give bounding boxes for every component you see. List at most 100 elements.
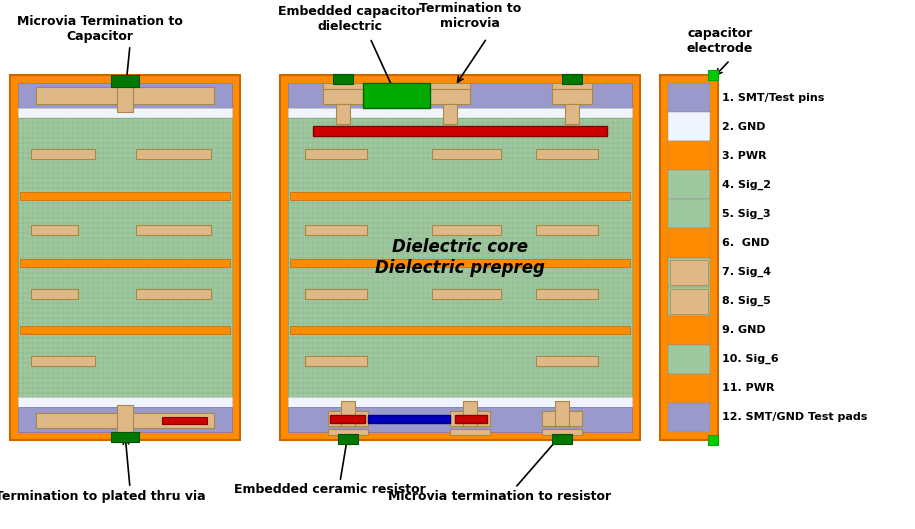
Bar [455,415,487,423]
Bar [162,417,207,424]
Bar [668,345,710,374]
Bar [288,397,632,407]
Bar [111,432,139,442]
Text: 8. Sig_5: 8. Sig_5 [722,296,770,306]
Bar [31,225,78,234]
Bar [323,83,363,89]
Bar [660,75,718,440]
Text: 12. SMT/GND Test pads: 12. SMT/GND Test pads [722,413,867,423]
Text: 11. PWR: 11. PWR [722,384,774,394]
Text: 9. GND: 9. GND [722,325,766,335]
Bar [363,83,430,108]
Bar [31,289,78,299]
Bar [18,407,232,432]
Text: 4. Sig_2: 4. Sig_2 [722,180,771,190]
Bar [117,87,133,112]
Bar [18,108,232,118]
Bar [20,259,230,267]
Bar [668,316,710,345]
Bar [20,326,230,334]
Bar [36,87,214,104]
Bar [562,74,582,84]
Bar [18,118,232,397]
Bar [288,108,632,118]
Bar [535,149,597,159]
Bar [433,289,501,299]
Bar [338,434,358,444]
Bar [135,149,210,159]
Bar [668,403,710,432]
Bar [290,259,630,267]
Bar [18,397,232,407]
Text: Microvia termination to resistor: Microvia termination to resistor [389,490,611,503]
Bar [333,74,353,84]
Bar [552,87,592,104]
Bar [670,260,708,285]
Bar [430,87,470,104]
Bar [336,104,350,124]
Text: 5. Sig_3: 5. Sig_3 [722,209,770,219]
Bar [433,225,501,234]
Bar [111,75,139,87]
Bar [280,75,640,440]
Bar [430,83,470,89]
Text: 7. Sig_4: 7. Sig_4 [722,267,771,277]
Bar [328,429,368,435]
Bar [288,83,632,108]
Bar [708,435,718,445]
Bar [323,87,363,104]
Bar [535,225,597,234]
Bar [668,258,710,287]
Bar [306,355,367,366]
Bar [306,289,367,299]
Bar [117,405,133,432]
Bar [288,118,632,397]
Text: Microvia Termination to
Capacitor: Microvia Termination to Capacitor [17,15,183,43]
Bar [433,149,501,159]
Text: Dielectric core
Dielectric prepreg: Dielectric core Dielectric prepreg [375,238,545,277]
Bar [135,289,210,299]
Bar [552,83,592,89]
Bar [135,225,210,234]
Bar [668,141,710,170]
Bar [535,355,597,366]
Text: 6.  GND: 6. GND [722,238,770,248]
Bar [330,415,365,423]
Bar [290,326,630,334]
Bar [535,289,597,299]
Text: Embedded ceramic resistor: Embedded ceramic resistor [234,483,425,496]
Bar [668,374,710,403]
Bar [552,434,572,444]
Text: Embedded capacitor
dielectric: Embedded capacitor dielectric [278,5,422,33]
Bar [31,355,95,366]
Bar [542,411,582,426]
Bar [36,413,214,428]
Bar [555,401,569,426]
Bar [668,229,710,258]
Text: capacitor
electrode: capacitor electrode [687,27,753,55]
Bar [306,225,367,234]
Bar [542,429,582,435]
Bar [328,411,368,426]
Bar [450,411,490,426]
Text: Termination to plated thru via: Termination to plated thru via [0,490,205,503]
Bar [368,415,450,423]
Bar [463,401,477,426]
Bar [565,104,579,124]
Bar [668,199,710,229]
Bar [668,287,710,316]
Bar [306,149,367,159]
Bar [313,126,607,136]
Bar [670,289,708,314]
Bar [31,149,95,159]
Bar [341,401,355,426]
Bar [708,70,718,80]
Bar [288,407,632,432]
Bar [450,429,490,435]
Bar [443,104,457,124]
Bar [668,112,710,141]
Bar [668,83,710,112]
Text: 3. PWR: 3. PWR [722,151,767,161]
Bar [668,170,710,199]
Text: 1. SMT/Test pins: 1. SMT/Test pins [722,93,824,103]
